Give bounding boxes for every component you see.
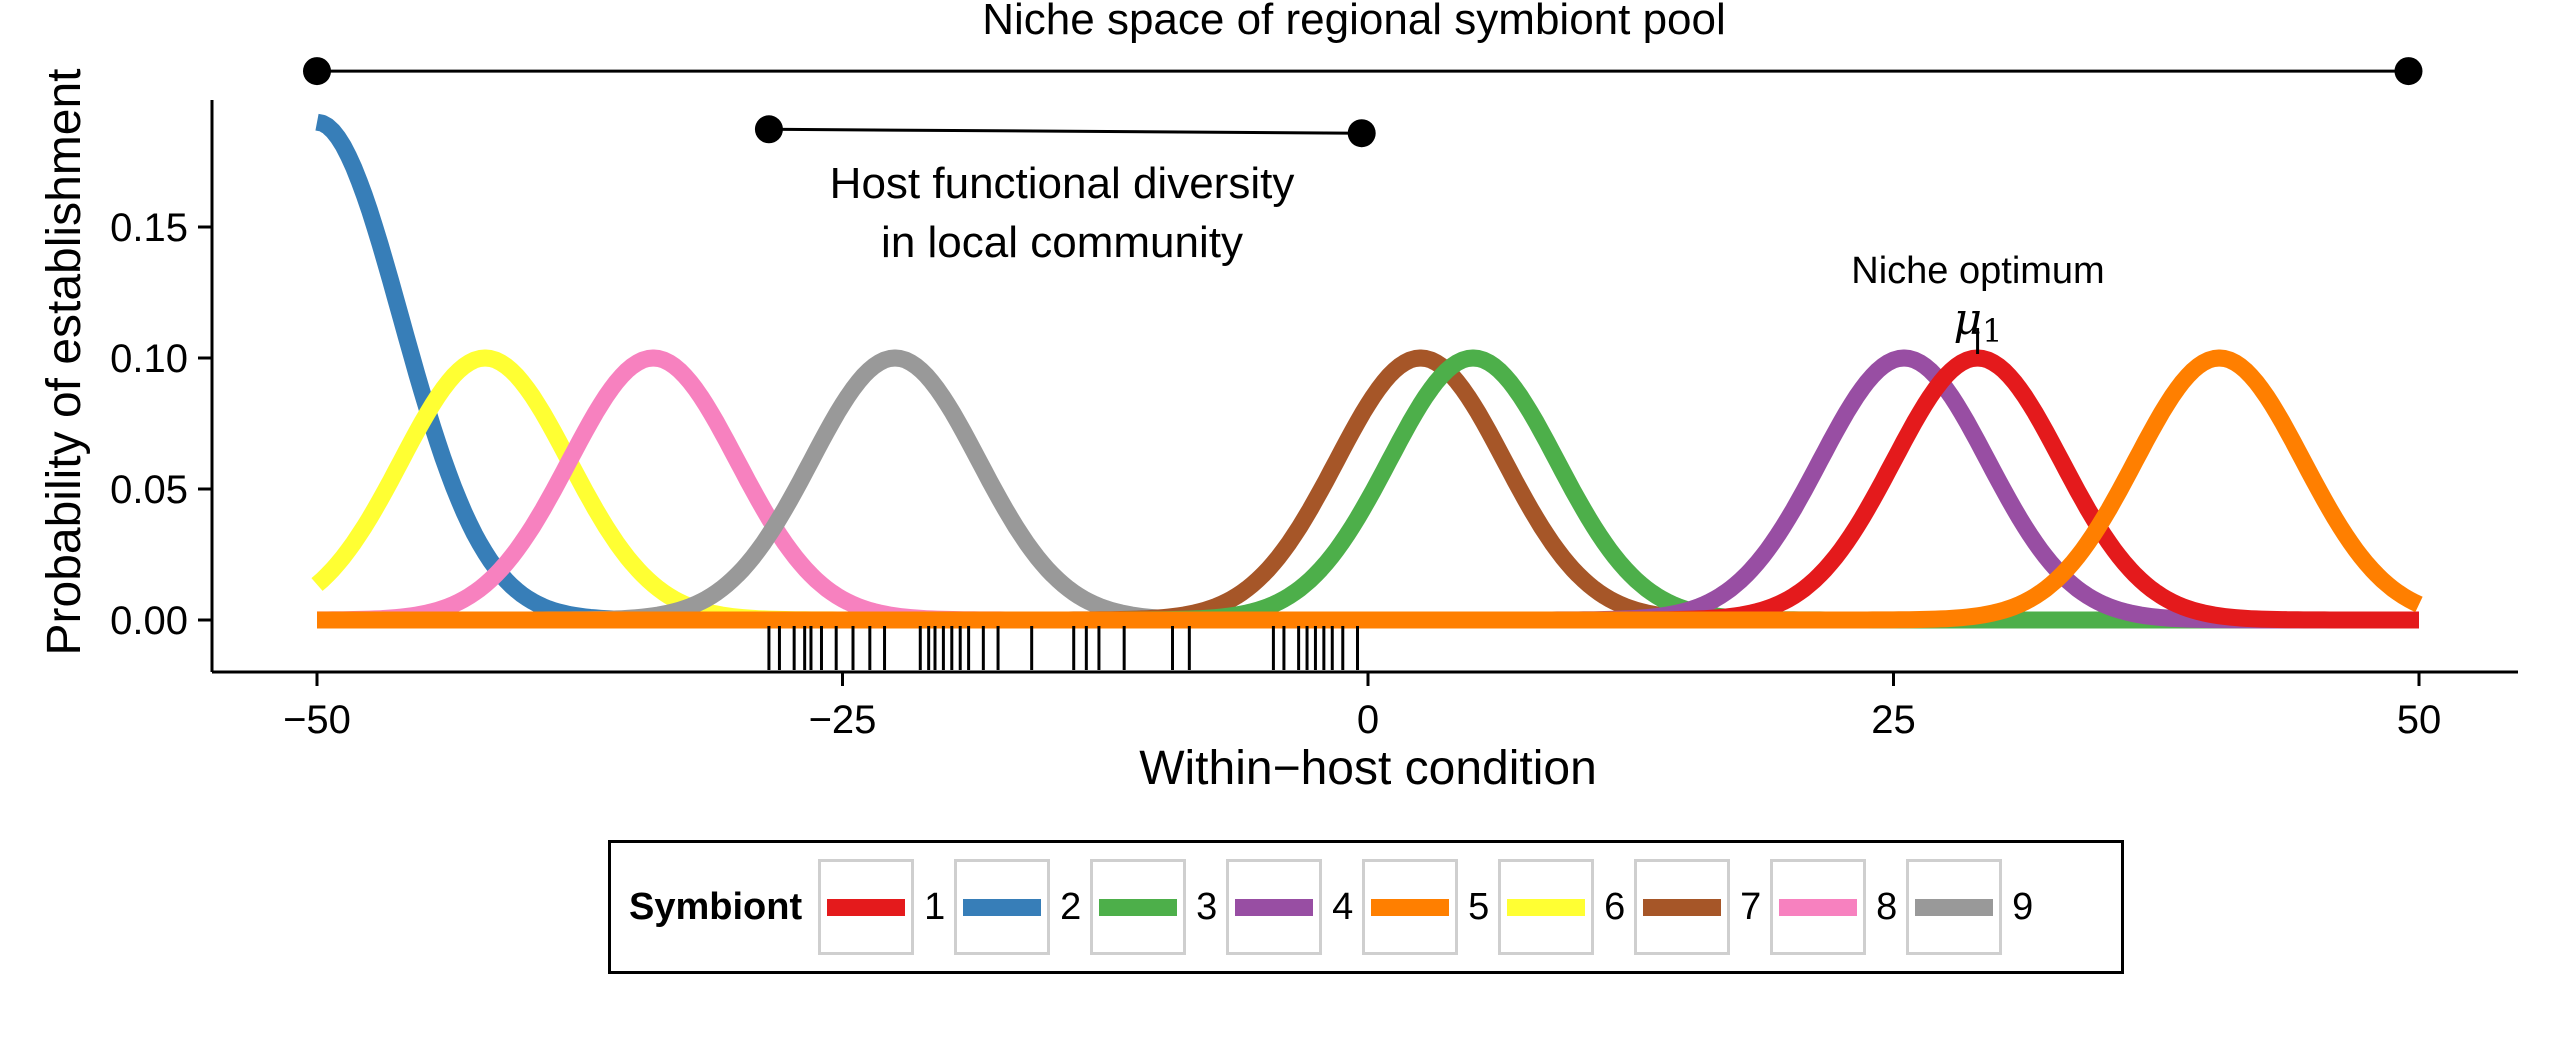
y-axis-title: Probability of establishment	[38, 69, 91, 656]
legend-item: 6	[1498, 859, 1626, 955]
legend-label: 1	[924, 885, 946, 928]
series-5-line	[313, 349, 2423, 629]
legend-item: 1	[818, 859, 946, 955]
local-diversity-label-line2: in local community	[881, 218, 1243, 267]
legend-swatch	[1235, 898, 1314, 916]
legend-item: 4	[1226, 859, 1354, 955]
legend-label: 2	[1060, 885, 1082, 928]
x-tick-label: 0	[1357, 698, 1379, 742]
local-diversity-label-line1: Host functional diversity	[830, 159, 1295, 208]
legend-title: Symbiont	[629, 885, 803, 928]
legend-key	[1498, 859, 1595, 955]
legend-item: 8	[1770, 859, 1898, 955]
legend-swatch	[1507, 898, 1586, 916]
legend-swatch	[1779, 898, 1858, 916]
regional-pool-start-dot	[303, 57, 331, 86]
legend-label: 6	[1604, 885, 1626, 928]
y-tick-label: 0.00	[110, 599, 188, 643]
legend-swatch	[827, 898, 906, 916]
y-ticks: 0.00 0.05 0.10 0.15	[110, 206, 212, 643]
density-curves	[311, 113, 2423, 629]
regional-pool-label: Niche space of regional symbiont pool	[982, 0, 1726, 44]
x-tick-label: −50	[283, 698, 351, 742]
x-tick-label: 50	[2397, 698, 2442, 742]
legend-item: 7	[1634, 859, 1762, 955]
legend: Symbiont 1 2 3 4 5 6 7 8 9	[608, 840, 2124, 974]
legend-item: 9	[1906, 859, 2034, 955]
legend-key	[954, 859, 1051, 955]
local-diversity-start-dot	[754, 115, 783, 144]
legend-item: 3	[1090, 859, 1218, 955]
niche-optimum-label: Niche optimum	[1851, 250, 2104, 292]
legend-swatch	[1915, 898, 1994, 916]
mu-subscript: 1	[1982, 312, 2002, 350]
legend-key	[1634, 859, 1731, 955]
x-ticks: −50 −25 0 25 50	[283, 672, 2441, 742]
local-diversity-range-line	[768, 127, 1362, 135]
x-axis-title: Within−host condition	[1139, 742, 1597, 795]
local-diversity-end-dot	[1347, 119, 1376, 148]
legend-key	[1090, 859, 1187, 955]
legend-label: 4	[1332, 885, 1354, 928]
legend-key	[1362, 859, 1459, 955]
legend-label: 5	[1468, 885, 1490, 928]
y-tick-label: 0.05	[110, 468, 188, 512]
legend-swatch	[963, 898, 1042, 916]
annotations: Niche space of regional symbiont pool Ho…	[303, 0, 2423, 354]
legend-label: 8	[1876, 885, 1898, 928]
rug-marks	[767, 626, 1359, 670]
legend-swatch	[1099, 898, 1178, 916]
legend-swatch	[1371, 898, 1450, 916]
legend-key	[818, 859, 915, 955]
legend-label: 3	[1196, 885, 1218, 928]
legend-swatch	[1643, 898, 1722, 916]
y-tick-label: 0.10	[110, 337, 188, 381]
legend-key	[1226, 859, 1323, 955]
y-tick-label: 0.15	[110, 206, 188, 250]
legend-key	[1770, 859, 1867, 955]
legend-item: 5	[1362, 859, 1490, 955]
legend-label: 7	[1740, 885, 1762, 928]
regional-pool-end-dot	[2394, 57, 2423, 86]
legend-key	[1906, 859, 2003, 955]
legend-items: 1 2 3 4 5 6 7 8 9	[818, 859, 2042, 955]
legend-item: 2	[954, 859, 1082, 955]
x-tick-label: −25	[809, 698, 877, 742]
x-tick-label: 25	[1871, 698, 1916, 742]
legend-label: 9	[2012, 885, 2034, 928]
